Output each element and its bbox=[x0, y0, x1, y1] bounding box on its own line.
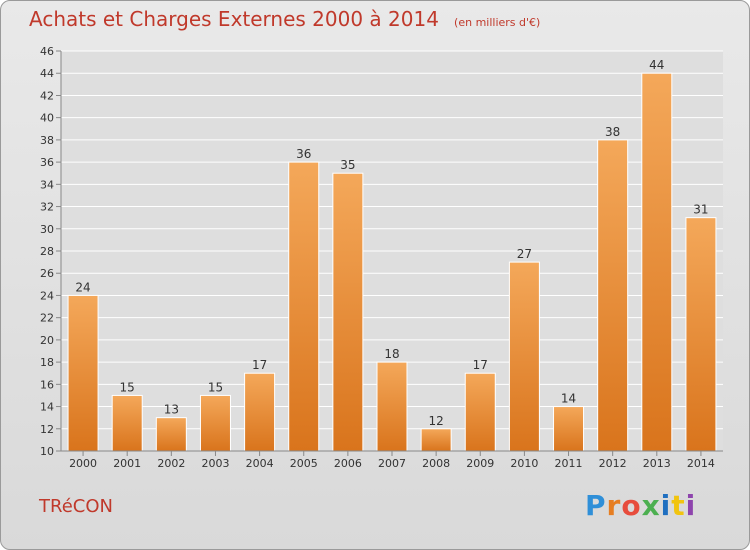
data-label: 12 bbox=[428, 414, 443, 428]
data-label: 13 bbox=[164, 403, 179, 417]
bar bbox=[67, 294, 99, 452]
x-axis: 2000 2001 2002 2003 2004 2005 2006 2007 2008 2009… bbox=[61, 450, 723, 470]
data-label: 24 bbox=[75, 280, 90, 294]
commune-name: TRéCON bbox=[39, 496, 113, 517]
bar bbox=[508, 261, 540, 452]
x-tick-label: 2003 bbox=[201, 457, 229, 470]
bar bbox=[685, 217, 717, 452]
x-tick-label: 2000 bbox=[69, 457, 97, 470]
x-tick-label: 2005 bbox=[290, 457, 318, 470]
brand-letter: P bbox=[585, 489, 607, 522]
y-tick-label: 28 bbox=[40, 245, 54, 258]
y-tick-label: 14 bbox=[40, 401, 54, 414]
brand-logo: Proxiti bbox=[585, 489, 696, 522]
y-tick-label: 34 bbox=[40, 178, 54, 191]
y-tick-label: 30 bbox=[40, 223, 54, 236]
y-tick-label: 12 bbox=[40, 423, 54, 436]
bar bbox=[464, 372, 496, 452]
x-tick-label: 2007 bbox=[378, 457, 406, 470]
bar bbox=[288, 161, 320, 452]
y-tick-label: 32 bbox=[40, 201, 54, 214]
data-label: 36 bbox=[296, 147, 311, 161]
data-label: 17 bbox=[473, 358, 488, 372]
x-tick-label: 2001 bbox=[113, 457, 141, 470]
chart-header: Achats et Charges Externes 2000 à 2014 (… bbox=[29, 7, 540, 31]
x-tick-label: 2014 bbox=[687, 457, 715, 470]
y-tick-label: 16 bbox=[40, 378, 54, 391]
y-tick-label: 20 bbox=[40, 334, 54, 347]
y-tick-label: 44 bbox=[40, 67, 54, 80]
bar bbox=[111, 394, 143, 452]
bar bbox=[597, 139, 629, 452]
chart-unit: (en milliers d'€) bbox=[454, 16, 541, 29]
data-label: 14 bbox=[561, 392, 576, 406]
x-tick-label: 2013 bbox=[643, 457, 671, 470]
bar bbox=[155, 417, 187, 452]
brand-letter: o bbox=[621, 489, 642, 522]
x-tick-label: 2010 bbox=[510, 457, 538, 470]
data-label: 15 bbox=[208, 380, 223, 394]
brand-letter: i bbox=[660, 489, 672, 522]
y-tick-label: 46 bbox=[40, 45, 54, 58]
data-label: 15 bbox=[120, 380, 135, 394]
bars: 24 15 13 15 17 36 35 18 12 17 27 14 38 44 31 bbox=[67, 58, 717, 452]
brand-letter: r bbox=[606, 489, 622, 522]
y-axis: 10 12 14 16 18 20 22 24 26 28 30 32 34 36 38 40 42 44 46 bbox=[40, 45, 62, 458]
bar bbox=[641, 72, 673, 452]
y-tick-label: 22 bbox=[40, 312, 54, 325]
brand-letter: t bbox=[671, 489, 686, 522]
y-tick-label: 10 bbox=[40, 445, 54, 458]
data-label: 38 bbox=[605, 125, 620, 139]
data-label: 44 bbox=[649, 58, 664, 72]
x-tick-label: 2006 bbox=[334, 457, 362, 470]
y-tick-label: 26 bbox=[40, 267, 54, 280]
x-tick-label: 2012 bbox=[599, 457, 627, 470]
x-tick-label: 2011 bbox=[555, 457, 583, 470]
data-label: 17 bbox=[252, 358, 267, 372]
x-tick-label: 2004 bbox=[246, 457, 274, 470]
y-tick-label: 24 bbox=[40, 289, 54, 302]
y-tick-label: 18 bbox=[40, 356, 54, 369]
brand-letter: i bbox=[685, 489, 697, 522]
bar bbox=[199, 394, 231, 452]
x-tick-label: 2009 bbox=[466, 457, 494, 470]
y-tick-label: 40 bbox=[40, 112, 54, 125]
y-tick-label: 38 bbox=[40, 134, 54, 147]
bar bbox=[332, 172, 364, 452]
brand-letter: x bbox=[641, 489, 661, 522]
bar bbox=[553, 406, 585, 452]
y-tick-label: 42 bbox=[40, 89, 54, 102]
data-label: 35 bbox=[340, 158, 355, 172]
bar bbox=[420, 428, 452, 452]
data-label: 27 bbox=[517, 247, 532, 261]
bar bbox=[376, 361, 408, 452]
x-tick-label: 2008 bbox=[422, 457, 450, 470]
data-label: 31 bbox=[693, 203, 708, 217]
x-tick-label: 2002 bbox=[157, 457, 185, 470]
y-tick-label: 36 bbox=[40, 156, 54, 169]
data-label: 18 bbox=[384, 347, 399, 361]
bar bbox=[244, 372, 276, 452]
chart-title: Achats et Charges Externes 2000 à 2014 bbox=[29, 7, 439, 31]
